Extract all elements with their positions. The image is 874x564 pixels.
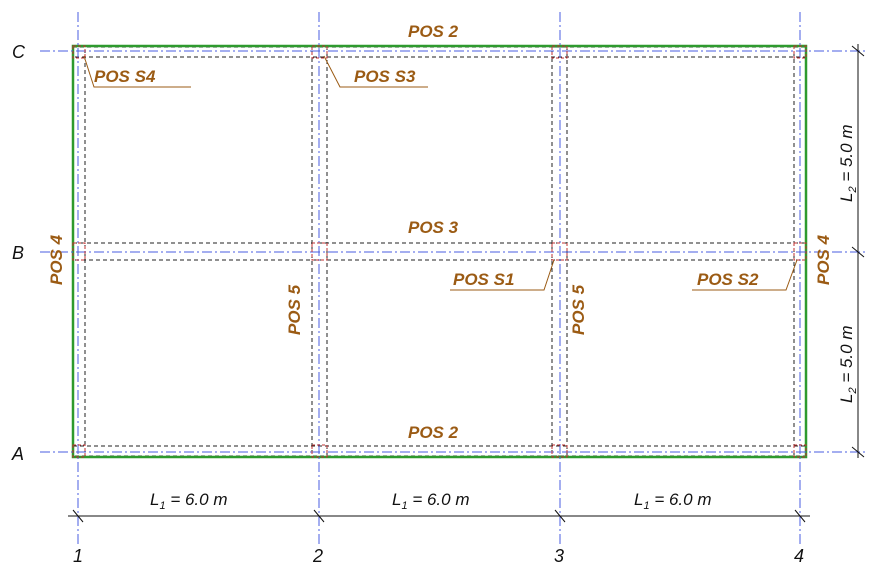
dim-l1-span1: L1 = 6.0 m <box>150 490 227 512</box>
dim-l2-bottom: L2 = 5.0 m <box>837 326 859 403</box>
label-pos4-right: POS 4 <box>814 234 833 285</box>
axis-label-4: 4 <box>794 546 804 564</box>
axis-label-2: 2 <box>312 546 323 564</box>
label-pos2-bottom: POS 2 <box>408 423 459 442</box>
grid-lines <box>40 12 866 545</box>
dim-l1-span3: L1 = 6.0 m <box>634 490 711 512</box>
label-pos5-right: POS 5 <box>569 284 588 335</box>
leader-lines <box>83 55 798 291</box>
dim-l2-top: L2 = 5.0 m <box>837 125 859 202</box>
dimension-horizontal <box>68 509 810 523</box>
dim-l1-span2: L1 = 6.0 m <box>392 490 469 512</box>
axis-label-3: 3 <box>554 546 564 564</box>
label-pos-s3: POS S3 <box>354 67 416 86</box>
label-pos-s2: POS S2 <box>697 270 759 289</box>
label-pos2-top: POS 2 <box>408 22 459 41</box>
axis-label-c: C <box>12 42 26 62</box>
label-pos-s4: POS S4 <box>94 67 156 86</box>
dimension-vertical <box>851 44 865 458</box>
columns <box>72 45 807 458</box>
label-pos4-left: POS 4 <box>47 234 66 285</box>
axis-label-1: 1 <box>73 546 83 564</box>
label-pos3: POS 3 <box>408 218 459 237</box>
label-pos-s1: POS S1 <box>453 270 514 289</box>
label-pos5-left: POS 5 <box>285 284 304 335</box>
axis-label-b: B <box>12 243 24 263</box>
axis-label-a: A <box>11 444 24 464</box>
